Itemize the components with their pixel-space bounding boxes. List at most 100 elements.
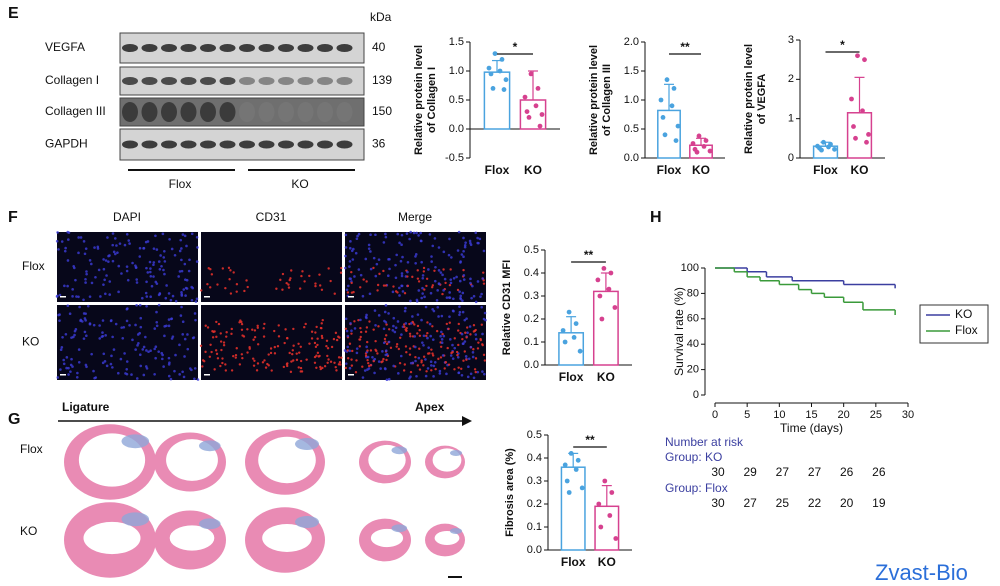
vessel: [219, 332, 222, 335]
y-tick-label: 0: [788, 152, 794, 164]
vessel: [385, 342, 389, 346]
vessel: [267, 353, 270, 356]
blot-band: [297, 44, 314, 52]
nucleus: [113, 252, 117, 256]
image-row-label: Flox: [22, 259, 45, 273]
nucleus: [160, 264, 163, 268]
nucleus: [63, 284, 66, 288]
fibrosis: [199, 518, 221, 530]
nucleus: [93, 246, 96, 249]
nucleus: [441, 273, 444, 277]
nucleus: [368, 292, 372, 296]
vessel: [448, 321, 451, 324]
vessel: [417, 280, 421, 283]
vessel: [403, 363, 407, 366]
vessel: [295, 352, 298, 355]
nucleus: [392, 364, 395, 368]
nucleus: [181, 370, 184, 374]
nucleus: [392, 324, 395, 328]
nucleus: [182, 288, 186, 291]
data-point: [864, 139, 869, 145]
panel-label: F: [8, 209, 18, 226]
x-tick-label: Flox: [561, 555, 586, 569]
nucleus: [77, 360, 81, 364]
nucleus: [147, 350, 150, 354]
nucleus: [118, 242, 122, 245]
vessel: [299, 345, 302, 348]
data-point: [562, 462, 568, 468]
vessel: [473, 329, 477, 333]
nucleus: [401, 290, 405, 293]
y-tick-label: 0.2: [527, 498, 542, 510]
nucleus: [460, 332, 464, 336]
nucleus: [150, 284, 154, 288]
vessel: [285, 281, 288, 285]
data-point: [539, 112, 545, 117]
nucleus: [163, 260, 167, 263]
data-point: [690, 141, 696, 146]
blot-label: Collagen I: [45, 73, 99, 87]
vessel: [326, 346, 330, 350]
nucleus: [145, 266, 148, 270]
significance: **: [585, 433, 595, 447]
vessel: [430, 286, 434, 289]
nucleus: [68, 312, 72, 315]
nucleus: [84, 363, 88, 367]
nucleus: [469, 243, 473, 247]
vessel: [266, 362, 269, 366]
nucleus: [169, 377, 173, 381]
vessel: [348, 342, 352, 345]
nucleus: [62, 358, 65, 362]
vessel: [288, 278, 291, 282]
nucleus: [85, 270, 88, 273]
vessel: [462, 359, 465, 362]
nucleus: [431, 338, 435, 341]
vessel: [339, 271, 343, 274]
nucleus: [180, 290, 183, 294]
nucleus: [458, 290, 461, 293]
nucleus: [167, 324, 171, 328]
vessel: [292, 327, 295, 331]
heart-lumen: [169, 525, 215, 551]
nucleus: [105, 364, 109, 368]
blot-label: VEGFA: [45, 40, 85, 54]
vessel: [439, 345, 443, 348]
nucleus: [458, 313, 461, 317]
vessel: [358, 345, 361, 348]
vessel: [330, 345, 334, 349]
nucleus: [384, 353, 388, 357]
nucleus: [401, 255, 404, 259]
nucleus: [400, 274, 404, 278]
risk-count: 29: [743, 465, 757, 479]
risk-count: 27: [808, 465, 822, 479]
nucleus: [146, 240, 150, 243]
nucleus: [421, 286, 424, 290]
vessel: [301, 270, 304, 273]
nucleus: [184, 278, 187, 281]
nucleus: [98, 324, 101, 327]
blot-label: Collagen III: [45, 104, 106, 118]
blot-band: [278, 44, 294, 52]
nucleus: [463, 243, 467, 247]
nucleus: [431, 244, 435, 248]
nucleus: [440, 338, 444, 341]
blot-band: [297, 77, 314, 85]
nucleus: [195, 297, 199, 301]
vessel: [375, 349, 378, 353]
nucleus: [67, 238, 70, 241]
vessel: [406, 275, 409, 278]
nucleus: [462, 236, 465, 240]
nucleus: [145, 349, 148, 352]
nucleus: [186, 347, 190, 351]
nucleus: [139, 325, 143, 329]
nucleus: [400, 333, 403, 336]
nucleus: [484, 318, 487, 322]
data-point: [575, 457, 581, 463]
nucleus: [101, 361, 105, 365]
vessel: [361, 365, 364, 368]
vessel: [392, 285, 395, 288]
nucleus: [440, 330, 443, 334]
x-tick-label: KO: [597, 370, 615, 384]
nucleus: [181, 333, 185, 336]
nucleus: [476, 370, 480, 374]
